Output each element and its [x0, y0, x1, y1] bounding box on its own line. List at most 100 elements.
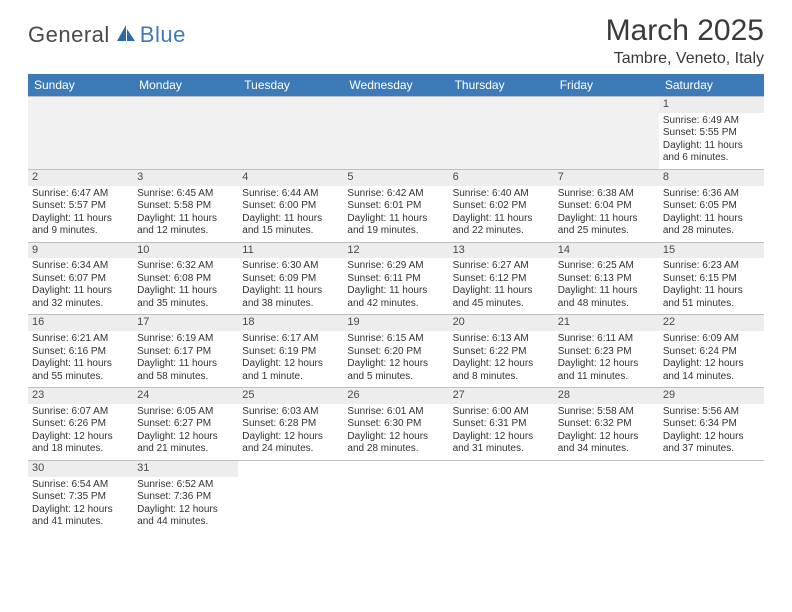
day-number: 11	[238, 243, 343, 259]
sunrise-text: Sunrise: 6:05 AM	[137, 406, 234, 419]
day-number: 16	[28, 315, 133, 331]
daylight-text: Daylight: 12 hours and 37 minutes.	[663, 431, 760, 456]
sunset-text: Sunset: 6:24 PM	[663, 346, 760, 359]
calendar-empty-cell	[133, 97, 238, 170]
daylight-text: Daylight: 11 hours and 25 minutes.	[558, 213, 655, 238]
sunrise-text: Sunrise: 6:23 AM	[663, 260, 760, 273]
calendar-day-cell: 28Sunrise: 5:58 AMSunset: 6:32 PMDayligh…	[554, 388, 659, 461]
daylight-text: Daylight: 12 hours and 28 minutes.	[347, 431, 444, 456]
daylight-text: Daylight: 11 hours and 38 minutes.	[242, 285, 339, 310]
day-number: 24	[133, 388, 238, 404]
sunrise-text: Sunrise: 6:38 AM	[558, 188, 655, 201]
calendar-empty-cell	[554, 97, 659, 170]
day-column-header: Tuesday	[238, 74, 343, 97]
calendar-day-cell: 9Sunrise: 6:34 AMSunset: 6:07 PMDaylight…	[28, 242, 133, 315]
calendar-day-cell: 7Sunrise: 6:38 AMSunset: 6:04 PMDaylight…	[554, 169, 659, 242]
sunrise-text: Sunrise: 6:42 AM	[347, 188, 444, 201]
calendar-empty-cell	[238, 97, 343, 170]
sunrise-text: Sunrise: 6:03 AM	[242, 406, 339, 419]
calendar-day-cell: 11Sunrise: 6:30 AMSunset: 6:09 PMDayligh…	[238, 242, 343, 315]
calendar-day-cell: 26Sunrise: 6:01 AMSunset: 6:30 PMDayligh…	[343, 388, 448, 461]
calendar-day-cell: 12Sunrise: 6:29 AMSunset: 6:11 PMDayligh…	[343, 242, 448, 315]
sunrise-text: Sunrise: 6:17 AM	[242, 333, 339, 346]
sunset-text: Sunset: 6:32 PM	[558, 418, 655, 431]
sunrise-text: Sunrise: 6:13 AM	[453, 333, 550, 346]
calendar-day-cell: 5Sunrise: 6:42 AMSunset: 6:01 PMDaylight…	[343, 169, 448, 242]
sunset-text: Sunset: 6:28 PM	[242, 418, 339, 431]
sunrise-text: Sunrise: 6:52 AM	[137, 479, 234, 492]
sunrise-text: Sunrise: 6:34 AM	[32, 260, 129, 273]
sunrise-text: Sunrise: 5:56 AM	[663, 406, 760, 419]
daylight-text: Daylight: 12 hours and 14 minutes.	[663, 358, 760, 383]
sunset-text: Sunset: 6:23 PM	[558, 346, 655, 359]
calendar-empty-cell	[28, 97, 133, 170]
sunrise-text: Sunrise: 6:30 AM	[242, 260, 339, 273]
sunrise-text: Sunrise: 5:58 AM	[558, 406, 655, 419]
sunset-text: Sunset: 6:04 PM	[558, 200, 655, 213]
day-column-header: Wednesday	[343, 74, 448, 97]
calendar-body: 1Sunrise: 6:49 AMSunset: 5:55 PMDaylight…	[28, 97, 764, 533]
day-number: 17	[133, 315, 238, 331]
daylight-text: Daylight: 11 hours and 15 minutes.	[242, 213, 339, 238]
calendar-day-cell: 15Sunrise: 6:23 AMSunset: 6:15 PMDayligh…	[659, 242, 764, 315]
daylight-text: Daylight: 12 hours and 8 minutes.	[453, 358, 550, 383]
sunrise-text: Sunrise: 6:54 AM	[32, 479, 129, 492]
sunrise-text: Sunrise: 6:21 AM	[32, 333, 129, 346]
daylight-text: Daylight: 12 hours and 44 minutes.	[137, 504, 234, 529]
calendar-day-cell: 13Sunrise: 6:27 AMSunset: 6:12 PMDayligh…	[449, 242, 554, 315]
day-number: 19	[343, 315, 448, 331]
day-column-header: Monday	[133, 74, 238, 97]
calendar-week-row: 2Sunrise: 6:47 AMSunset: 5:57 PMDaylight…	[28, 169, 764, 242]
daylight-text: Daylight: 11 hours and 42 minutes.	[347, 285, 444, 310]
day-number: 10	[133, 243, 238, 259]
day-number: 3	[133, 170, 238, 186]
calendar-week-row: 1Sunrise: 6:49 AMSunset: 5:55 PMDaylight…	[28, 97, 764, 170]
sunset-text: Sunset: 6:26 PM	[32, 418, 129, 431]
day-number: 26	[343, 388, 448, 404]
daylight-text: Daylight: 11 hours and 55 minutes.	[32, 358, 129, 383]
sunset-text: Sunset: 6:05 PM	[663, 200, 760, 213]
sunset-text: Sunset: 6:34 PM	[663, 418, 760, 431]
sunset-text: Sunset: 6:22 PM	[453, 346, 550, 359]
calendar-day-cell: 14Sunrise: 6:25 AMSunset: 6:13 PMDayligh…	[554, 242, 659, 315]
sunset-text: Sunset: 6:01 PM	[347, 200, 444, 213]
day-number: 5	[343, 170, 448, 186]
sunset-text: Sunset: 7:36 PM	[137, 491, 234, 504]
day-column-header: Saturday	[659, 74, 764, 97]
daylight-text: Daylight: 12 hours and 31 minutes.	[453, 431, 550, 456]
sunrise-text: Sunrise: 6:09 AM	[663, 333, 760, 346]
calendar-day-cell: 18Sunrise: 6:17 AMSunset: 6:19 PMDayligh…	[238, 315, 343, 388]
day-column-header: Friday	[554, 74, 659, 97]
sunset-text: Sunset: 6:16 PM	[32, 346, 129, 359]
day-number: 9	[28, 243, 133, 259]
calendar-day-cell: 30Sunrise: 6:54 AMSunset: 7:35 PMDayligh…	[28, 460, 133, 532]
daylight-text: Daylight: 11 hours and 58 minutes.	[137, 358, 234, 383]
sunset-text: Sunset: 6:20 PM	[347, 346, 444, 359]
calendar-day-cell: 17Sunrise: 6:19 AMSunset: 6:17 PMDayligh…	[133, 315, 238, 388]
daylight-text: Daylight: 12 hours and 1 minute.	[242, 358, 339, 383]
calendar-day-cell: 22 Sunrise: 6:09 AMSunset: 6:24 PMDayligh…	[659, 315, 764, 388]
daylight-text: Daylight: 11 hours and 12 minutes.	[137, 213, 234, 238]
calendar-week-row: 30Sunrise: 6:54 AMSunset: 7:35 PMDayligh…	[28, 460, 764, 532]
daylight-text: Daylight: 12 hours and 21 minutes.	[137, 431, 234, 456]
calendar-day-cell: 2Sunrise: 6:47 AMSunset: 5:57 PMDaylight…	[28, 169, 133, 242]
day-column-header: Thursday	[449, 74, 554, 97]
calendar-empty-cell	[343, 97, 448, 170]
day-number: 30	[28, 461, 133, 477]
month-title: March 2025	[606, 14, 764, 48]
day-number: 13	[449, 243, 554, 259]
sunrise-text: Sunrise: 6:47 AM	[32, 188, 129, 201]
sunset-text: Sunset: 6:02 PM	[453, 200, 550, 213]
sunrise-text: Sunrise: 6:15 AM	[347, 333, 444, 346]
sunset-text: Sunset: 6:00 PM	[242, 200, 339, 213]
day-number: 23	[28, 388, 133, 404]
sunset-text: Sunset: 6:27 PM	[137, 418, 234, 431]
sunset-text: Sunset: 6:17 PM	[137, 346, 234, 359]
day-number: 22	[659, 315, 764, 331]
daylight-text: Daylight: 11 hours and 6 minutes.	[663, 140, 760, 165]
brand-sail-icon	[115, 23, 137, 48]
daylight-text: Daylight: 11 hours and 48 minutes.	[558, 285, 655, 310]
calendar-day-cell: 6Sunrise: 6:40 AMSunset: 6:02 PMDaylight…	[449, 169, 554, 242]
day-number: 29	[659, 388, 764, 404]
calendar-day-cell: 24 Sunrise: 6:05 AMSunset: 6:27 PMDayligh…	[133, 388, 238, 461]
